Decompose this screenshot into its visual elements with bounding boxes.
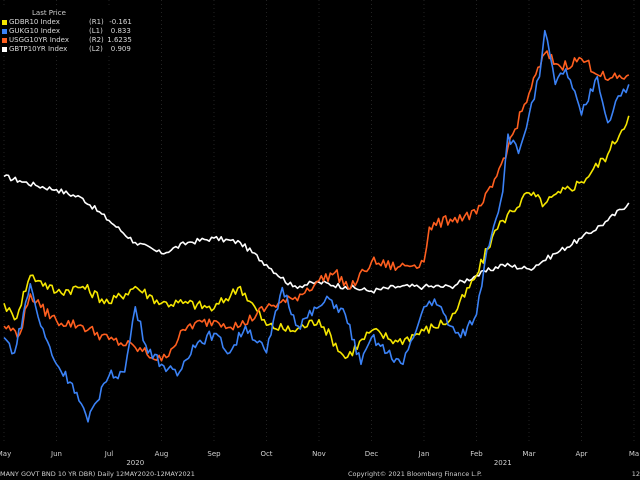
x-tick-label: Nov [312, 450, 326, 458]
legend-header: Last Price [32, 9, 66, 17]
legend-item-name: USGG10YR Index [9, 36, 69, 44]
x-tick-label: Dec [365, 450, 379, 458]
year-label: 2021 [494, 459, 512, 467]
series-lines [3, 29, 630, 423]
legend-swatch [2, 29, 7, 34]
series-line-usgg10yr [3, 50, 630, 362]
legend-item-value: 0.833 [110, 27, 131, 35]
footer-copyright: Copyright© 2021 Bloomberg Finance L.P. [348, 470, 482, 478]
x-tick-label: Oct [260, 450, 272, 458]
x-tick-label: Ma [629, 450, 639, 458]
legend-item: GDBR10 Index (R1) -0.161 [2, 18, 132, 27]
x-tick-label: Mar [522, 450, 535, 458]
legend-swatch [2, 38, 7, 43]
legend: Last Price GDBR10 Index (R1) -0.161 GUKG… [0, 8, 136, 56]
legend-item-name: GDBR10 Index [9, 18, 60, 26]
legend-swatch [2, 20, 7, 25]
year-label: 2020 [126, 459, 144, 467]
series-line-gdbr10 [3, 115, 630, 360]
legend-item: GUKG10 Index (L1) 0.833 [2, 27, 132, 36]
year-labels: 2020 2021 [126, 459, 511, 467]
x-tick-label: Jul [104, 450, 114, 458]
legend-item-axis: (L1) [89, 27, 103, 35]
series-line-gbtp10yr [3, 174, 630, 294]
legend-item: GBTP10YR Index (L2) 0.909 [2, 45, 132, 54]
legend-item-axis: (R2) [89, 36, 104, 44]
legend-item-name: GBTP10YR Index [9, 45, 68, 53]
legend-item: USGG10YR Index (R2) 1.6235 [2, 36, 132, 45]
x-tick-label: Apr [575, 450, 587, 458]
series-line-gukg10 [3, 29, 630, 423]
legend-item-value: 1.6235 [107, 36, 132, 44]
legend-item-axis: (R1) [89, 18, 104, 26]
x-tick-labels: May Jun Jul Aug Sep Oct Nov Dec Jan Feb Mar Apr Ma [0, 450, 639, 458]
legend-item-value: -0.161 [109, 18, 132, 26]
x-tick-label: May [0, 450, 11, 458]
legend-item-name: GUKG10 Index [9, 27, 60, 35]
x-tick-label: Aug [155, 450, 169, 458]
footer-source: MANY GOVT BND 10 YR DBR) Daily 12MAY2020… [0, 470, 195, 478]
footer-bar: MANY GOVT BND 10 YR DBR) Daily 12MAY2020… [0, 469, 640, 480]
legend-swatch [2, 47, 7, 52]
legend-item-value: 0.909 [110, 45, 131, 53]
x-tick-label: Sep [207, 450, 221, 458]
x-tick-label: Feb [470, 450, 483, 458]
legend-item-axis: (L2) [89, 45, 103, 53]
x-tick-label: Jun [50, 450, 62, 458]
footer-date: 12 [631, 470, 640, 478]
x-tick-label: Jan [418, 450, 430, 458]
